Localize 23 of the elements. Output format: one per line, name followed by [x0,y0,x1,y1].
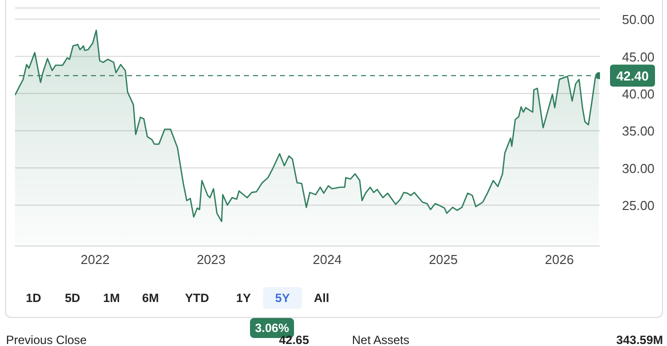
y-tick-label: 45.00 [622,49,655,64]
x-tick-label: 2023 [196,252,226,267]
ref-line-label: 42.40 [616,68,649,84]
text: 5Y [263,287,302,309]
text: 1Y [235,290,252,307]
text: 1M [102,290,121,307]
y-tick-label: 40.00 [622,86,655,102]
text: Previous Close [6,333,87,346]
x-tick-label: 2025 [428,252,458,267]
y-tick-label: 25.00 [622,198,655,214]
text: All [312,290,330,307]
y-tick-label: 35.00 [622,124,655,139]
x-tick-label: 2026 [544,252,574,267]
text: 5D [64,290,82,307]
y-tick-label: 30.00 [622,160,655,176]
text: 1D [24,290,42,307]
text: 343.59M [616,333,663,346]
x-tick-label: 2022 [80,252,110,267]
x-tick-label: 2024 [312,252,342,267]
y-tick-label: 50.00 [622,12,655,28]
text: Net Assets [352,333,410,346]
text: 6M [141,290,160,307]
text: YTD [184,290,210,307]
